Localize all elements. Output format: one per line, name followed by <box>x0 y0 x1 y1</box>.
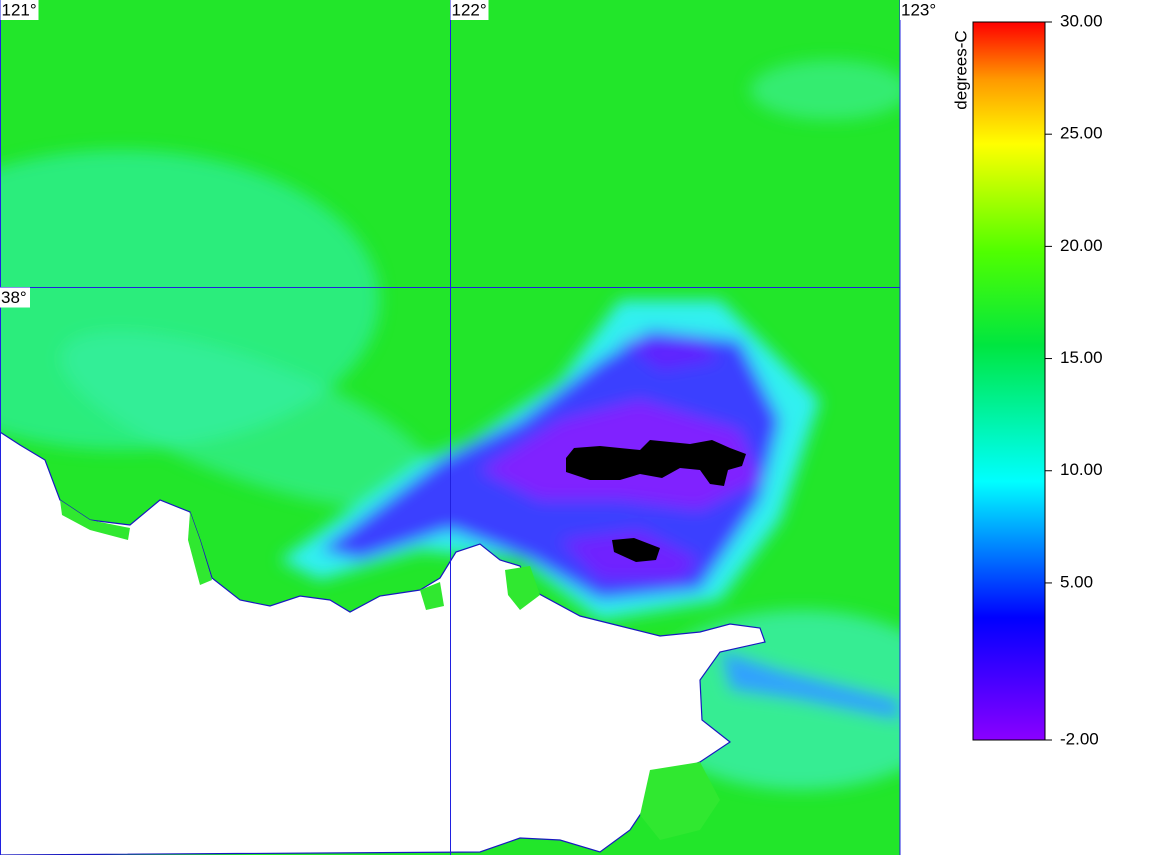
colorbar-tick-label: 5.00 <box>1060 572 1093 591</box>
label-bg <box>0 0 39 20</box>
colorbar <box>972 21 1046 741</box>
colorbar-tick-label: 20.00 <box>1060 236 1103 255</box>
label-bg <box>450 0 489 20</box>
colorbar-tick-label: 15.00 <box>1060 348 1103 367</box>
colorbar-tick-label: 25.00 <box>1060 124 1103 143</box>
label-bg <box>0 287 30 308</box>
lon-label: 122° <box>452 0 487 19</box>
lon-label: 121° <box>2 0 37 19</box>
label-bg <box>900 0 938 20</box>
land <box>0 431 766 855</box>
no-data <box>566 440 746 562</box>
colorbar-unit: degrees-C <box>951 30 970 109</box>
lat-label: 38° <box>1 288 27 307</box>
colorbar-tick-label: 10.00 <box>1060 460 1103 479</box>
colorbar-tick-label: -2.00 <box>1060 729 1099 748</box>
graticule: 121° 122° 123° 38° <box>0 0 938 855</box>
colorbar-ticks: 30.00 25.00 20.00 15.00 10.00 5.00 -2.00 <box>1045 11 1103 748</box>
colorbar-tick-label: 30.00 <box>1060 11 1103 30</box>
sst-map <box>0 0 900 855</box>
lon-label: 123° <box>901 0 936 19</box>
